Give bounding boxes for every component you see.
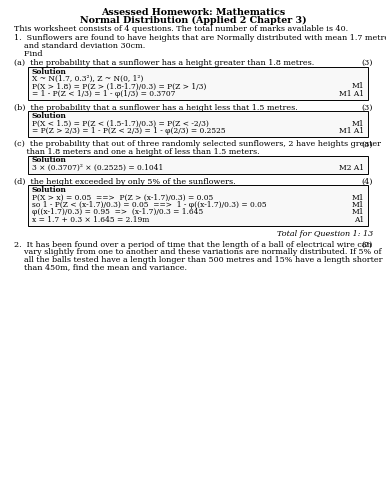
Text: M1: M1 xyxy=(352,194,364,202)
Text: M1: M1 xyxy=(352,208,364,216)
Text: = 1 - P(Z < 1/3) = 1 - φ(1/3) = 0.3707: = 1 - P(Z < 1/3) = 1 - φ(1/3) = 0.3707 xyxy=(32,90,175,98)
Text: M2 A1: M2 A1 xyxy=(339,164,364,172)
Text: M1 A1: M1 A1 xyxy=(339,90,364,98)
Text: P(X < 1.5) = P(Z < (1.5-1.7)/0.3) = P(Z < -2/3): P(X < 1.5) = P(Z < (1.5-1.7)/0.3) = P(Z … xyxy=(32,120,209,128)
Text: Assessed Homework: Mathematics: Assessed Homework: Mathematics xyxy=(101,8,285,17)
Text: Solution: Solution xyxy=(32,186,67,194)
Text: (c)  the probability that out of three randomly selected sunflowers, 2 have heig: (c) the probability that out of three ra… xyxy=(14,140,381,148)
Text: all the balls tested have a length longer than 500 metres and 15% have a length : all the balls tested have a length longe… xyxy=(14,256,383,264)
Text: Find: Find xyxy=(14,50,42,58)
Text: P(X > x) = 0.05  ==>  P(Z > (x-1.7)/0.3) = 0.05: P(X > x) = 0.05 ==> P(Z > (x-1.7)/0.3) =… xyxy=(32,194,213,202)
Text: (4): (4) xyxy=(362,178,373,186)
Text: 3 × (0.3707)² × (0.2525) = 0.1041: 3 × (0.3707)² × (0.2525) = 0.1041 xyxy=(32,164,163,172)
Text: 2.  It has been found over a period of time that the length of a ball of electri: 2. It has been found over a period of ti… xyxy=(14,241,372,249)
Text: Normal Distribution (Applied 2 Chapter 3): Normal Distribution (Applied 2 Chapter 3… xyxy=(80,16,306,24)
Bar xyxy=(28,111,368,136)
Text: M1: M1 xyxy=(352,120,364,128)
Text: Solution: Solution xyxy=(32,68,67,76)
Text: (3): (3) xyxy=(362,59,373,67)
Bar xyxy=(28,156,368,174)
Text: (7): (7) xyxy=(362,241,373,249)
Text: (a)  the probability that a sunflower has a height greater than 1.8 metres.: (a) the probability that a sunflower has… xyxy=(14,59,314,67)
Text: vary slightly from one to another and these variations are normally distributed.: vary slightly from one to another and th… xyxy=(14,248,381,256)
Text: 1.  Sunflowers are found to have heights that are Normally distributed with mean: 1. Sunflowers are found to have heights … xyxy=(14,34,386,42)
Bar xyxy=(28,185,368,226)
Text: M1: M1 xyxy=(352,82,364,90)
Text: so 1 - P(Z < (x-1.7)/0.3) = 0.05  ==>  1 - φ((x-1.7)/0.3) = 0.05: so 1 - P(Z < (x-1.7)/0.3) = 0.05 ==> 1 -… xyxy=(32,201,267,209)
Text: (3): (3) xyxy=(362,104,373,112)
Text: P(X > 1.8) = P(Z > (1.8-1.7)/0.3) = P(Z > 1/3): P(X > 1.8) = P(Z > (1.8-1.7)/0.3) = P(Z … xyxy=(32,82,207,90)
Text: (b)  the probability that a sunflower has a height less that 1.5 metres.: (b) the probability that a sunflower has… xyxy=(14,104,298,112)
Text: This worksheet consists of 4 questions. The total number of marks available is 4: This worksheet consists of 4 questions. … xyxy=(14,25,348,33)
Text: Solution: Solution xyxy=(32,156,67,164)
Text: X ~ N(1.7, 0.3²), Z ~ N(0, 1²): X ~ N(1.7, 0.3²), Z ~ N(0, 1²) xyxy=(32,75,143,83)
Text: = P(Z > 2/3) = 1 - P(Z < 2/3) = 1 - φ(2/3) = 0.2525: = P(Z > 2/3) = 1 - P(Z < 2/3) = 1 - φ(2/… xyxy=(32,127,226,135)
Text: x = 1.7 + 0.3 × 1.645 = 2.19m: x = 1.7 + 0.3 × 1.645 = 2.19m xyxy=(32,216,149,224)
Text: φ((x-1.7)/0.3) = 0.95  =>  (x-1.7)/0.3 = 1.645: φ((x-1.7)/0.3) = 0.95 => (x-1.7)/0.3 = 1… xyxy=(32,208,203,216)
Text: (d)  the height exceeded by only 5% of the sunflowers.: (d) the height exceeded by only 5% of th… xyxy=(14,178,235,186)
Text: M1: M1 xyxy=(352,201,364,209)
Text: Total for Question 1: 13: Total for Question 1: 13 xyxy=(277,230,373,237)
Text: M1 A1: M1 A1 xyxy=(339,127,364,135)
Text: (3): (3) xyxy=(362,140,373,148)
Text: Solution: Solution xyxy=(32,112,67,120)
Text: than 450m, find the mean and variance.: than 450m, find the mean and variance. xyxy=(14,264,187,272)
Text: and standard deviation 30cm.: and standard deviation 30cm. xyxy=(14,42,145,50)
Bar xyxy=(28,66,368,100)
Text: than 1.8 meters and one a height of less than 1.5 meters.: than 1.8 meters and one a height of less… xyxy=(14,148,260,156)
Text: A1: A1 xyxy=(354,216,364,224)
